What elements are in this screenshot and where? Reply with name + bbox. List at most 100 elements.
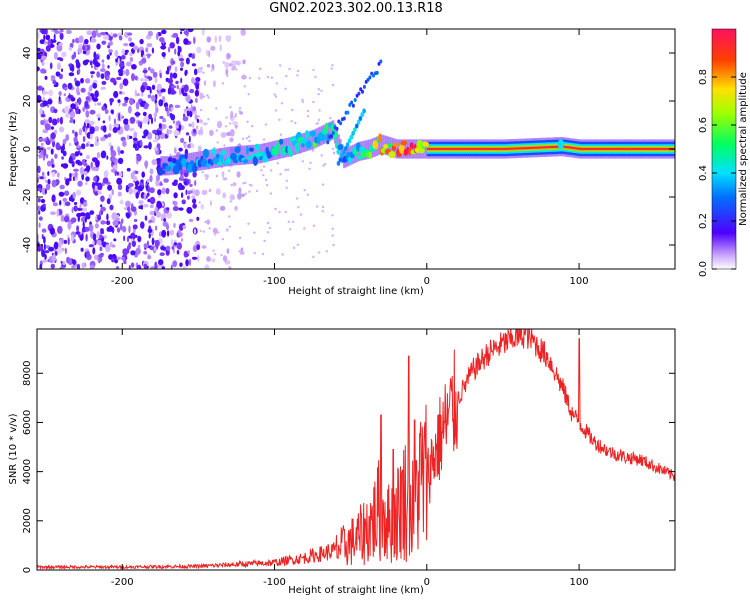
spectrogram-ridge-blob: [159, 169, 166, 175]
spectrogram-noise-point: [45, 34, 51, 41]
spectrogram-noise-point: [147, 186, 151, 193]
spectrogram-noise-point: [84, 59, 90, 63]
spectrogram-noise-point: [240, 247, 244, 252]
spectrogram-noise-point: [193, 228, 197, 234]
spectrogram-ridge-halo: [410, 139, 413, 159]
spectrogram-noise-point: [287, 220, 290, 223]
spectrogram-noise-point: [50, 132, 56, 140]
spectrogram-noise-point: [41, 61, 45, 66]
spectrogram-ridge-halo: [211, 149, 214, 169]
spectrogram-noise-point: [208, 227, 211, 230]
spectrogram-noise-point: [176, 242, 182, 250]
spectrogram-noise-point: [51, 118, 58, 126]
spectrogram-noise-point: [168, 125, 173, 129]
spectrogram-noise-point: [75, 59, 80, 65]
spectrogram-noise-point: [94, 125, 100, 132]
spectrogram-noise-point: [188, 218, 194, 222]
spectrogram-noise-point: [83, 162, 88, 167]
spectrogram-noise-point: [128, 225, 131, 234]
x-tick-label: 100: [570, 276, 589, 287]
spectrogram-noise-point: [107, 184, 113, 191]
spectrogram-noise-point: [147, 255, 152, 260]
spectrogram-noise-point: [135, 247, 141, 255]
spectrogram-noise-point: [61, 68, 63, 72]
spectrogram-noise-point: [67, 222, 72, 230]
spectrogram-noise-point: [73, 119, 76, 124]
spectrogram-noise-point: [193, 68, 198, 76]
spectrogram-noise-point: [212, 249, 215, 252]
spectrogram-noise-point: [42, 89, 46, 96]
spectrogram-noise-point: [115, 265, 120, 269]
spectrogram-noise-point: [41, 171, 45, 177]
spectrogram-ridge-halo: [291, 136, 295, 156]
spectrogram-noise-point: [56, 44, 63, 52]
spectrogram-noise-point: [149, 204, 154, 209]
spectrogram-noise-point: [225, 35, 232, 41]
spectrogram-ridge-band: [591, 148, 595, 150]
spectrogram-noise-point: [125, 184, 129, 193]
spectrogram-noise-point: [112, 127, 118, 133]
spectrogram-noise-point: [262, 138, 266, 141]
spectrogram-noise-point: [76, 189, 81, 196]
spectrogram-noise-point: [136, 154, 142, 162]
spectrogram-noise-point: [332, 151, 336, 154]
spectrogram-ridge-blob: [324, 122, 329, 133]
spectrogram-noise-point: [70, 217, 77, 223]
spectrogram-noise-point: [236, 60, 241, 66]
spectrogram-noise-point: [140, 78, 144, 82]
spectrogram-ridge-branch: [357, 91, 361, 96]
spectrogram-noise-point: [332, 243, 335, 247]
spectrogram-ridge-blob: [304, 130, 309, 139]
spectrogram-ridge-band: [460, 148, 464, 150]
spectrogram-noise-point: [183, 250, 188, 258]
spectrogram-noise-point: [181, 87, 185, 95]
spectrogram-noise-point: [63, 93, 66, 97]
spectrogram-noise-point: [116, 177, 123, 185]
spectrogram-ridge-halo: [246, 145, 249, 165]
spectrogram-ridge-band: [432, 148, 437, 150]
spectrogram-noise-point: [225, 68, 229, 76]
spectrogram-ridge-branch: [349, 134, 354, 140]
spectrogram-ridge-blob: [211, 148, 217, 155]
spectrogram-ridge-band: [466, 148, 470, 150]
spectrogram-noise-point: [110, 145, 114, 153]
spectrogram-noise-point: [84, 119, 90, 124]
snr-y-label: SNR (10 * v/v): [8, 413, 19, 484]
spectrogram-ridge-blob: [262, 156, 269, 163]
spectrogram-noise-point: [151, 47, 154, 54]
spectrogram-noise-point: [171, 181, 178, 186]
colorbar-tick-label: 0.0: [698, 261, 709, 277]
spectrogram-noise-point: [43, 236, 46, 244]
colorbar-gradient: [711, 28, 737, 270]
spectrogram-ridge-band: [509, 147, 513, 150]
spectrogram-noise-point: [101, 80, 107, 85]
x-tick-label: 0: [424, 276, 430, 287]
spectrogram-noise-point: [306, 115, 310, 118]
spectrogram-noise-point: [161, 229, 167, 238]
spectrogram-noise-point: [186, 110, 190, 117]
spectrogram-noise-point: [100, 230, 105, 235]
spectrogram-noise-point: [59, 266, 65, 269]
spectrogram-noise-point: [265, 184, 269, 187]
spectrogram-noise-point: [162, 118, 167, 123]
spectrogram-noise-point: [229, 106, 232, 109]
spectrogram-ridge-band: [594, 148, 598, 150]
spectrogram-noise-point: [188, 135, 191, 143]
spectrogram-ridge-halo: [226, 147, 229, 167]
spectrogram-noise-point: [60, 148, 65, 154]
spectrogram-ridge-band: [600, 148, 604, 150]
spectrogram-noise-point: [85, 176, 90, 182]
spectrogram-noise-point: [196, 46, 202, 54]
spectrogram-noise-point: [246, 120, 249, 124]
spectrogram-noise-point: [201, 171, 204, 174]
spectrogram-noise-point: [155, 174, 161, 182]
spectrogram-noise-point: [243, 85, 246, 88]
spectrogram-noise-point: [203, 95, 206, 98]
spectrogram-noise-point: [53, 241, 59, 250]
spectrogram-noise-point: [143, 250, 148, 255]
spectrogram-noise-point: [206, 176, 209, 179]
spectrogram-noise-point: [280, 102, 284, 105]
spectrogram-noise-point: [86, 30, 93, 36]
spectrogram-ridge-blob: [220, 150, 227, 156]
spectrogram-noise-point: [119, 82, 123, 90]
